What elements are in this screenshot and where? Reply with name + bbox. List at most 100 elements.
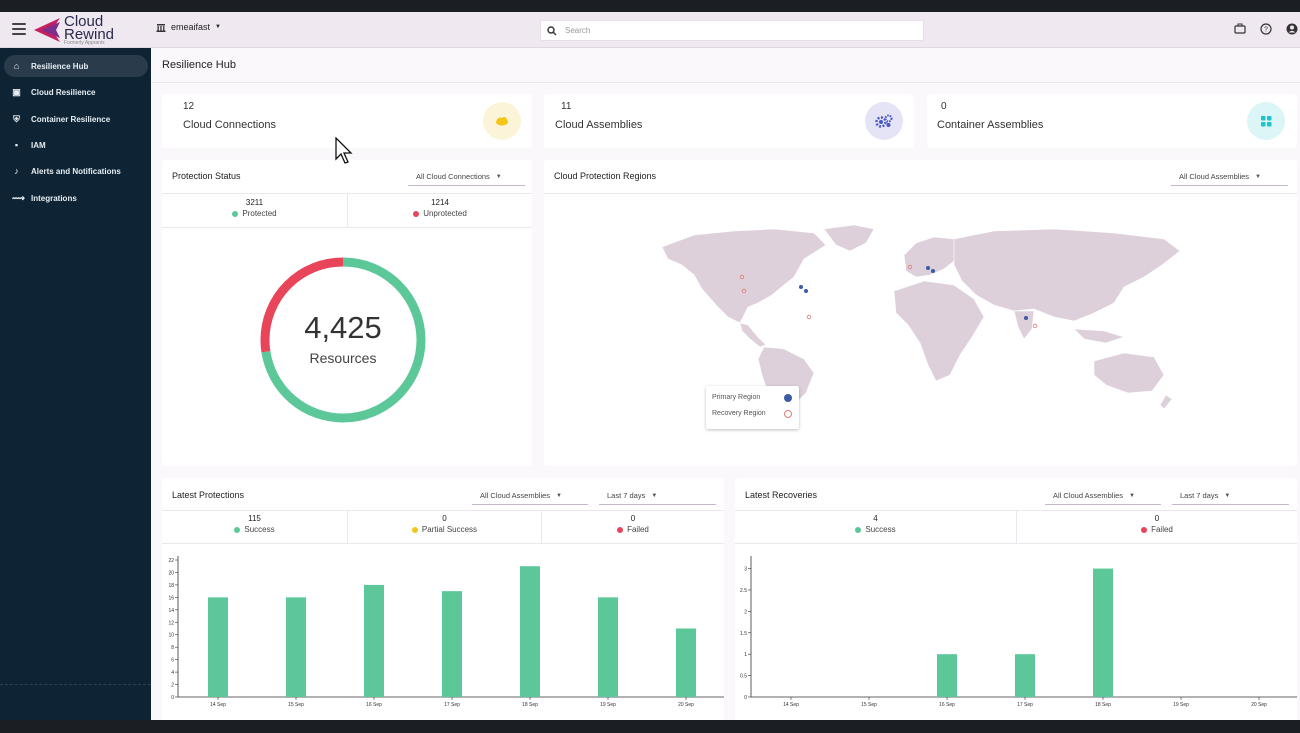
grid-icon: [1247, 102, 1285, 140]
top-bar: Cloud Rewind Formerly Appranix emeaifast…: [0, 12, 1300, 48]
protections-period-filter[interactable]: Last 7 days ▼: [599, 487, 716, 505]
stat-value: 11: [561, 101, 572, 112]
sidebar-item-cloud-resilience[interactable]: ▣ Cloud Resilience: [4, 81, 148, 103]
stat-card-cloud-assemblies[interactable]: 11 Cloud Assemblies: [544, 94, 914, 148]
chevron-down-icon: ▼: [556, 492, 562, 499]
y-tick-label: 2: [744, 609, 747, 615]
building-icon: [156, 23, 166, 32]
y-tick-label: 20: [168, 570, 174, 576]
primary-region-marker: [804, 289, 808, 293]
logo[interactable]: [32, 16, 62, 49]
panel-title: Latest Recoveries: [745, 490, 818, 500]
bar: [937, 654, 957, 697]
user-account-icon[interactable]: [1285, 23, 1298, 36]
world-map[interactable]: [654, 225, 1184, 430]
bar: [520, 566, 540, 697]
stat-value: 0: [941, 101, 947, 112]
recoveries-success: 4 Success: [735, 514, 1016, 534]
recovery-region-marker: [741, 288, 747, 294]
map-new-zealand: [1159, 394, 1173, 410]
protections-assemblies-filter[interactable]: All Cloud Assemblies ▼: [472, 487, 588, 505]
chevron-down-icon: ▼: [495, 173, 502, 180]
cloud-icon: [483, 102, 521, 140]
org-selector[interactable]: emeaifast ▼: [156, 22, 221, 32]
y-tick-label: 0: [744, 695, 747, 701]
sidebar-item-label: Resilience Hub: [31, 61, 89, 71]
x-tick-label: 16 Sep: [939, 702, 955, 708]
svg-text:?: ?: [1264, 27, 1268, 34]
x-tick-label: 15 Sep: [861, 702, 877, 708]
x-tick-label: 20 Sep: [1251, 702, 1267, 708]
map-central-america: [739, 322, 767, 348]
sidebar-item-container-resilience[interactable]: ⛨ Container Resilience: [4, 108, 148, 130]
map-asia: [953, 228, 1181, 322]
mouse-cursor-icon: [335, 137, 353, 164]
chevron-down-icon: ▼: [1129, 492, 1135, 499]
filter-value: All Cloud Assemblies: [1053, 491, 1124, 500]
y-tick-label: 2.5: [740, 588, 747, 594]
sidebar-divider: [0, 684, 151, 685]
bar: [1015, 654, 1035, 697]
y-tick-label: 1.5: [740, 631, 747, 637]
x-tick-label: 14 Sep: [783, 702, 799, 708]
legend-recovery: Recovery Region: [712, 410, 766, 417]
y-tick-label: 1: [744, 652, 747, 658]
bar: [598, 597, 618, 697]
donut-total: 4,425: [304, 310, 382, 345]
cloud-assemblies-filter[interactable]: All Cloud Assemblies ▼: [1171, 168, 1288, 186]
search-input[interactable]: Search: [565, 26, 591, 35]
help-icon[interactable]: ?: [1259, 23, 1272, 36]
sidebar-item-alerts[interactable]: ♪ Alerts and Notifications: [4, 160, 148, 182]
gears-icon: [865, 102, 903, 140]
y-tick-label: 12: [168, 620, 174, 626]
recoveries-period-filter[interactable]: Last 7 days ▼: [1172, 487, 1289, 505]
x-tick-label: 18 Sep: [1095, 702, 1111, 708]
sidebar-item-resilience-hub[interactable]: ⌂ Resilience Hub: [4, 55, 148, 77]
recovery-region-marker: [739, 274, 745, 280]
bar: [676, 628, 696, 697]
hamburger-menu-icon[interactable]: [12, 23, 26, 35]
panel-title: Cloud Protection Regions: [554, 171, 657, 181]
y-tick-label: 18: [168, 583, 174, 589]
map-africa: [893, 280, 985, 382]
plug-icon: ⟿: [12, 192, 25, 203]
chevron-down-icon: ▼: [651, 492, 658, 499]
x-tick-label: 19 Sep: [600, 702, 616, 708]
x-tick-label: 20 Sep: [678, 702, 694, 708]
x-tick-label: 15 Sep: [288, 702, 304, 708]
chevron-down-icon: ▼: [215, 24, 221, 30]
y-tick-label: 0: [171, 695, 174, 701]
bar: [364, 584, 384, 697]
stat-label: Container Assemblies: [937, 119, 1044, 131]
y-tick-label: 14: [168, 608, 174, 614]
cloud-connections-filter[interactable]: All Cloud Connections ▼: [408, 168, 525, 186]
logo-text: Cloud Rewind: [64, 13, 115, 43]
chevron-down-icon: ▼: [1224, 492, 1231, 499]
protections-success: 115 Success: [162, 514, 347, 534]
protections-failed: 0 Failed: [542, 514, 724, 534]
recovery-region-marker: [907, 264, 913, 270]
filter-value: All Cloud Connections: [416, 172, 490, 181]
protections-bar-chart: 0 2 4 6 8 10 12 14 16 18 20 22 14 Sep 15 Sep 16 Sep 17 …: [168, 556, 724, 708]
sidebar-item-integrations[interactable]: ⟿ Integrations: [4, 187, 148, 209]
stat-card-cloud-connections[interactable]: 12 Cloud Connections: [162, 94, 532, 148]
bar: [1093, 568, 1113, 697]
map-australia: [1093, 352, 1165, 394]
map-indonesia: [1073, 328, 1125, 344]
sidebar-item-iam[interactable]: ▪ IAM: [4, 134, 148, 156]
x-tick-label: 16 Sep: [366, 702, 382, 708]
filter-value: Last 7 days: [1180, 491, 1219, 500]
stat-value: 12: [183, 101, 195, 112]
stat-label: Cloud Assemblies: [555, 119, 643, 131]
search-bar[interactable]: Search: [540, 20, 924, 41]
y-tick-label: 3: [744, 567, 747, 573]
briefcase-icon[interactable]: [1233, 23, 1246, 36]
app-window: Cloud Rewind Formerly Appranix emeaifast…: [0, 12, 1300, 720]
bar: [286, 597, 306, 697]
home-icon: ⌂: [13, 60, 20, 71]
protection-status-panel: Protection Status All Cloud Connections …: [162, 160, 532, 466]
recoveries-assemblies-filter[interactable]: All Cloud Assemblies ▼: [1045, 487, 1161, 505]
latest-recoveries-panel: Latest Recoveries All Cloud Assemblies ▼…: [735, 478, 1297, 720]
stat-card-container-assemblies[interactable]: 0 Container Assemblies: [927, 94, 1297, 148]
x-tick-label: 18 Sep: [522, 702, 538, 708]
